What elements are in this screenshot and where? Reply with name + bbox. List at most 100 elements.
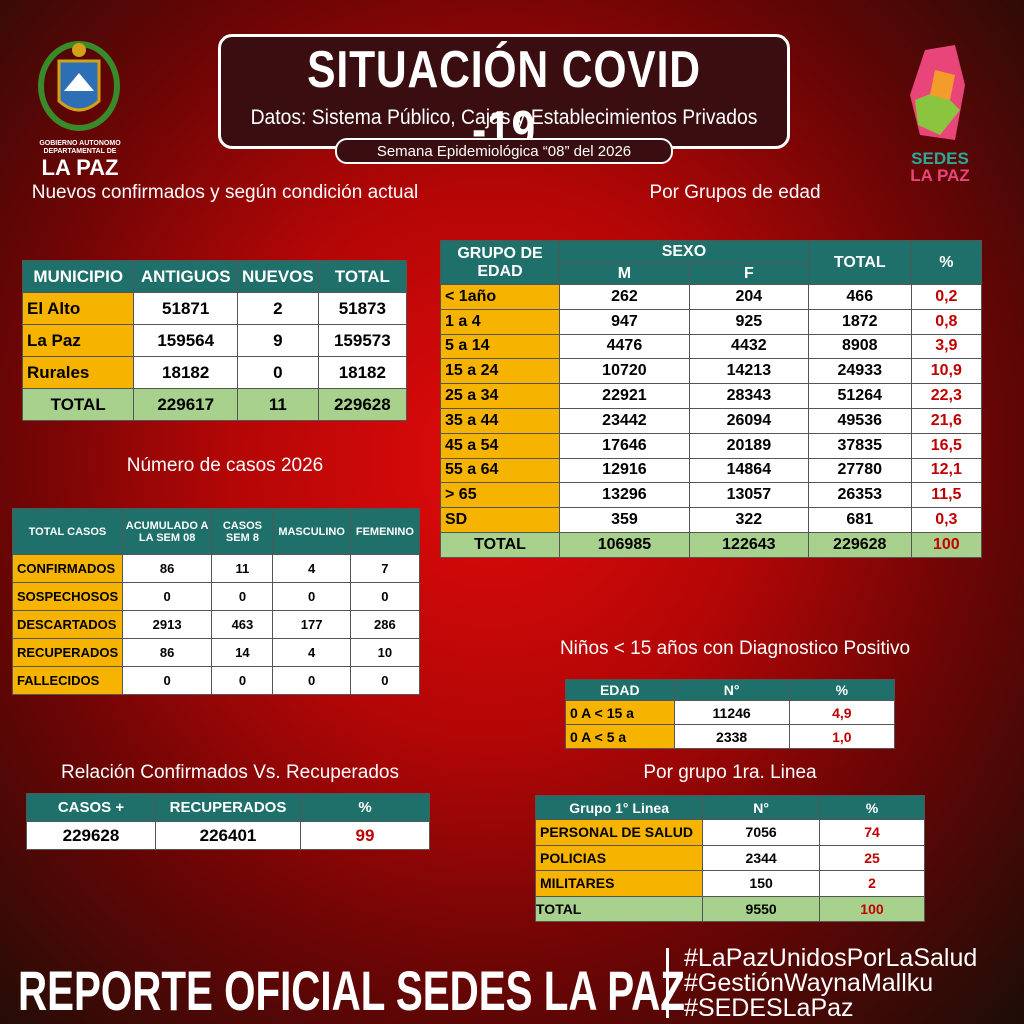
header-cell: Grupo 1° Linea xyxy=(534,795,704,820)
cell: 3,9 xyxy=(910,333,983,360)
cell: 1 a 4 xyxy=(439,308,561,335)
cell: 55 a 64 xyxy=(439,457,561,484)
cell: 177 xyxy=(272,610,351,639)
cell: 11246 xyxy=(673,700,790,725)
cell: CONFIRMADOS xyxy=(12,554,123,583)
header-cell: ANTIGUOS xyxy=(133,260,239,293)
cell: DESCARTADOS xyxy=(12,610,123,639)
header-cell: F xyxy=(688,262,809,285)
cell: POLICIAS xyxy=(534,844,704,871)
table: CASOS + RECUPERADOS% 229628 226401 99 xyxy=(26,793,430,850)
cell: 49536 xyxy=(807,407,912,434)
cell: 0 xyxy=(349,666,421,695)
row: 15 a 24 10720 14213 24933 10,9 xyxy=(439,358,983,385)
header-row: MUNICIPIO ANTIGUOS NUEVOS TOTAL xyxy=(21,260,408,293)
total-row: TOTAL 106985 122643 229628 100 xyxy=(439,531,983,558)
cell: 86 xyxy=(121,638,213,667)
hashtag: #LaPazUnidosPorLaSalud xyxy=(684,944,978,972)
cell: RECUPERADOS xyxy=(12,638,123,667)
total-row: TOTAL 229617 11 229628 xyxy=(21,388,408,421)
header-cell: FEMENINO xyxy=(349,508,421,555)
cell: 0,2 xyxy=(910,284,983,310)
row: RECUPERADOS 86 14 4 10 xyxy=(12,638,421,667)
cell: 9550 xyxy=(702,895,820,922)
cell: 18182 xyxy=(317,356,408,389)
row: MILITARES 150 2 xyxy=(534,870,926,897)
cell: 4476 xyxy=(559,333,690,360)
row: 35 a 44 23442 26094 49536 21,6 xyxy=(439,407,983,434)
row: 5 a 14 4476 4432 8908 3,9 xyxy=(439,333,983,360)
cell: 0 A < 15 a xyxy=(565,700,675,725)
cell: 2 xyxy=(818,870,926,897)
hashtag: #GestiónWaynaMallku xyxy=(684,969,934,997)
cell: 1872 xyxy=(807,308,912,335)
cell: 0 xyxy=(211,666,274,695)
cell: 229617 xyxy=(133,388,239,421)
cell: 4 xyxy=(272,638,351,667)
row: 55 a 64 12916 14864 27780 12,1 xyxy=(439,457,983,484)
cell: 122643 xyxy=(688,531,809,558)
cell: 18182 xyxy=(133,356,239,389)
header-cell: MASCULINO xyxy=(272,508,351,555)
cell: SD xyxy=(439,507,561,533)
cell: 27780 xyxy=(807,457,912,484)
cell: 13296 xyxy=(559,482,690,509)
cell: 0,3 xyxy=(910,507,983,533)
cell: 100 xyxy=(818,895,926,922)
header-cell: TOTAL xyxy=(807,240,912,285)
coat-of-arms xyxy=(38,41,120,131)
header-row: CASOS + RECUPERADOS% xyxy=(26,793,430,822)
cell: 947 xyxy=(559,308,690,335)
cell: Rurales xyxy=(21,356,135,389)
cell: 0 xyxy=(121,666,213,695)
total-row: TOTAL 9550 100 xyxy=(534,895,926,922)
cell: 12916 xyxy=(559,457,690,484)
cell: 86 xyxy=(121,554,213,583)
cell: 159573 xyxy=(317,324,408,357)
cell: < 1año xyxy=(439,284,561,310)
table: MUNICIPIO ANTIGUOS NUEVOS TOTAL El Alto 51871… xyxy=(21,260,408,421)
header-cell: N° xyxy=(673,679,790,701)
cell: 0 xyxy=(272,582,351,611)
header-cell: SEXO xyxy=(559,240,809,263)
cell: 16,5 xyxy=(910,432,983,459)
cell: 0,8 xyxy=(910,308,983,335)
cell: 0 xyxy=(272,666,351,695)
header-cell: EDAD xyxy=(565,679,675,701)
row: 0 A < 15 a 11246 4,9 xyxy=(565,700,896,725)
header-cell: GRUPO DE EDAD xyxy=(439,240,561,285)
cell: 0 xyxy=(121,582,213,611)
cell: 466 xyxy=(807,284,912,310)
row: FALLECIDOS 0 0 0 0 xyxy=(12,666,421,695)
header-cell: CASOS SEM 8 xyxy=(211,508,274,555)
section-title: Número de casos 2026 xyxy=(126,455,324,476)
cell: 925 xyxy=(688,308,809,335)
cell: 9 xyxy=(237,324,319,357)
row: CONFIRMADOS 86 11 4 7 xyxy=(12,554,421,583)
cell: 14864 xyxy=(688,457,809,484)
cell: 2344 xyxy=(702,844,820,871)
cell: 229628 xyxy=(807,531,912,558)
cell: 2 xyxy=(237,292,319,325)
row: SD 359 322 681 0,3 xyxy=(439,507,983,533)
logo-text: DEPARTAMENTAL DE xyxy=(43,148,117,155)
cell: 463 xyxy=(211,610,274,639)
cell: 20189 xyxy=(688,432,809,459)
row: 25 a 34 22921 28343 51264 22,3 xyxy=(439,383,983,409)
table: EDAD N°% 0 A < 15 a 11246 4,9 0 A < 5 a 2338 1,… xyxy=(565,679,896,749)
cell: 262 xyxy=(559,284,690,310)
cell: 7056 xyxy=(702,819,820,846)
cell: 5 a 14 xyxy=(439,333,561,360)
cell: 10 xyxy=(349,638,421,667)
cell: 10720 xyxy=(559,358,690,385)
cell: 25 xyxy=(818,844,926,871)
cell: SOSPECHOSOS xyxy=(12,582,123,611)
header-cell: % xyxy=(300,793,430,822)
cell: La Paz xyxy=(21,324,135,357)
header-cell: RECUPERADOS xyxy=(154,793,302,822)
cell: FALLECIDOS xyxy=(12,666,123,695)
cell: 0 A < 5 a xyxy=(565,724,675,749)
cell: 11 xyxy=(211,554,274,583)
cell: 22,3 xyxy=(910,383,983,409)
